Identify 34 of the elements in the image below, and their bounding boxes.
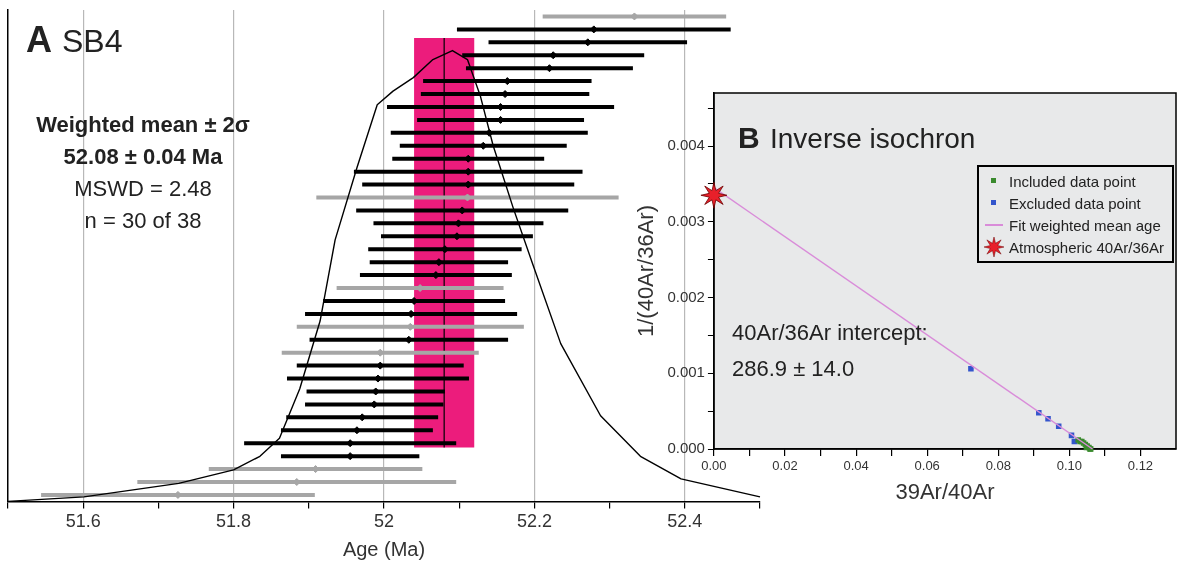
legend-label: Included data point — [1009, 172, 1136, 190]
chart-title: SB4 — [62, 23, 123, 59]
text: Inverse isochron — [770, 123, 976, 154]
legend-label: Fit weighted mean age — [1009, 216, 1161, 234]
x-tick-label: 0.12 — [1127, 458, 1154, 474]
x-tick-label: 52.2 — [516, 511, 552, 532]
x-tick-label: 0.10 — [1056, 458, 1083, 474]
annotation: 286.9 ± 14.0 — [732, 356, 855, 381]
y-tick-label: 0.004 — [667, 136, 705, 154]
x-tick-label: 0.06 — [914, 458, 940, 474]
annotation: Weighted mean ± 2σ — [36, 112, 250, 137]
x-axis-title: 39Ar/40Ar — [895, 478, 995, 504]
annotation: B — [738, 121, 760, 154]
x-axis-title: Age (Ma) — [342, 537, 426, 560]
annotation: 40Ar/36Ar intercept: — [732, 320, 928, 345]
annotation: 52.08 ± 0.04 Ma — [63, 144, 224, 169]
x-tick-label: 52.4 — [667, 511, 703, 532]
legend-label: Excluded data point — [1009, 194, 1141, 212]
annotation: MSWD = 2.48 — [74, 176, 212, 201]
x-tick-label: 0.02 — [772, 458, 798, 474]
x-tick-label: 51.8 — [216, 511, 252, 532]
y-axis-title: 1/(40Ar/36Ar) — [633, 204, 659, 338]
x-tick-label: 51.6 — [65, 511, 101, 532]
y-tick-label: 0.001 — [667, 363, 705, 381]
x-tick-label: 52 — [373, 511, 395, 532]
annotation: A — [26, 19, 52, 60]
y-tick-label: 0.003 — [667, 211, 705, 229]
x-tick-label: 0.00 — [701, 458, 727, 474]
annotation: n = 30 of 38 — [84, 208, 202, 233]
x-tick-label: 0.04 — [843, 458, 869, 474]
y-tick-label: 0.000 — [667, 439, 705, 457]
legend-label: Atmospheric 40Ar/36Ar — [1009, 238, 1165, 256]
x-tick-label: 0.08 — [985, 458, 1011, 474]
y-tick-label: 0.002 — [667, 287, 705, 305]
